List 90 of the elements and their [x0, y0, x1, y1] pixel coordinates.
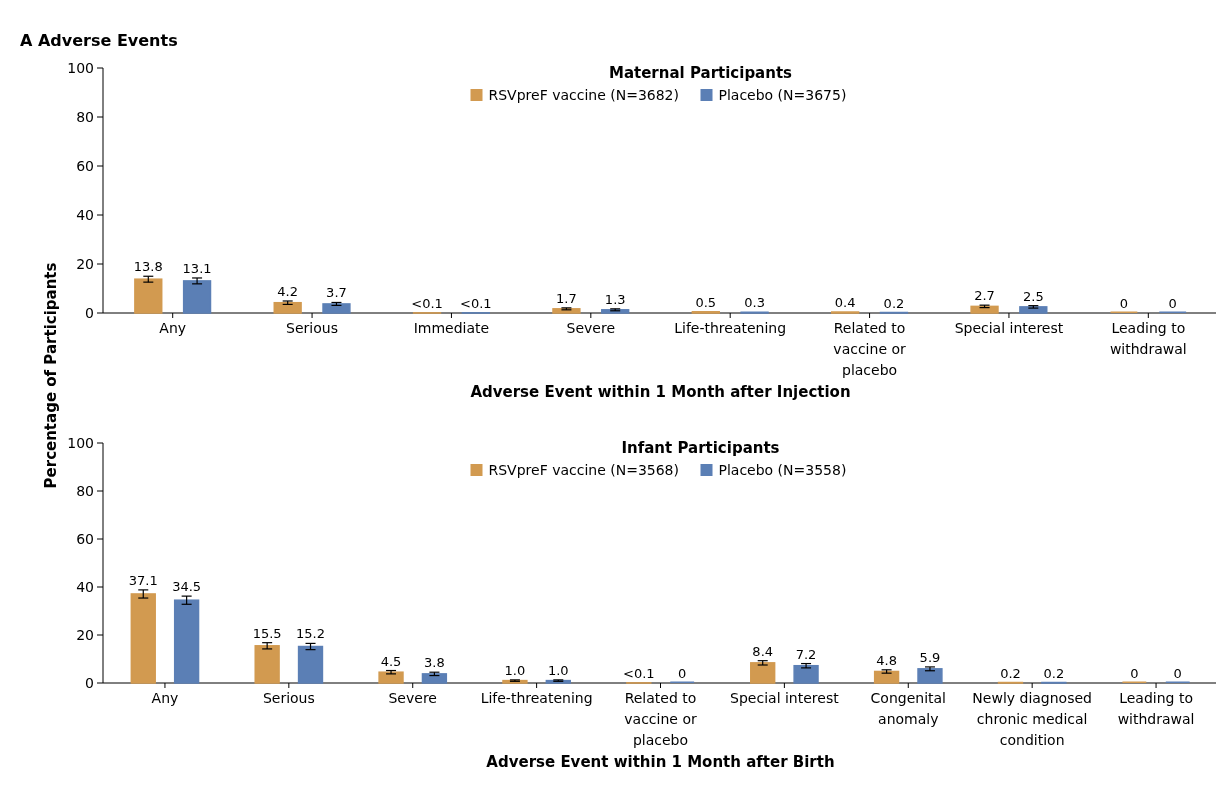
- bar: [254, 645, 280, 684]
- y-tick-label: 60: [76, 157, 94, 174]
- bar: [552, 308, 581, 314]
- legend-label: Placebo (N=3675): [718, 87, 847, 103]
- x-tick-label: Newly diagnosed chronic medical condition: [972, 690, 1092, 748]
- legend-label: RSVpreF vaccine (N=3682): [488, 87, 679, 103]
- data-label: 0.2: [1000, 665, 1021, 681]
- bar: [130, 593, 156, 684]
- bar: [601, 309, 630, 314]
- data-label: 0: [1119, 296, 1129, 311]
- data-label: 4.5: [380, 653, 402, 669]
- bar: [173, 599, 200, 684]
- data-label: 3.8: [424, 655, 445, 671]
- data-label: 37.1: [128, 572, 158, 588]
- data-label: 0.4: [834, 295, 856, 311]
- data-label: 15.5: [252, 625, 282, 641]
- x-tick-label: Related to vaccine or placebo: [624, 690, 697, 748]
- x-tick-label: Special interest: [954, 320, 1064, 336]
- data-label: 3.7: [326, 285, 347, 301]
- data-label: <0.1: [460, 295, 492, 311]
- bar: [322, 303, 351, 314]
- y-tick-label: 40: [76, 206, 94, 223]
- data-label: 4.2: [277, 283, 299, 299]
- data-label: 1.3: [604, 291, 626, 307]
- chart-title: Infant Participants: [621, 439, 780, 457]
- text: A Adverse Events: [20, 31, 178, 50]
- x-axis-title: Adverse Event within 1 Month after Birth: [486, 753, 835, 771]
- data-label: 0.3: [744, 295, 765, 311]
- data-label: 0: [1173, 666, 1182, 681]
- bar: [378, 671, 404, 684]
- legend-label: RSVpreF vaccine (N=3568): [488, 462, 679, 478]
- bar: [793, 664, 819, 684]
- x-tick-label: Any: [151, 690, 179, 706]
- x-tick-label: Severe: [388, 690, 437, 706]
- data-label: <0.1: [411, 295, 443, 311]
- chart-title: Maternal Participants: [608, 64, 793, 82]
- legend-label: Placebo (N=3558): [718, 462, 847, 478]
- data-label: 7.2: [795, 646, 817, 662]
- bar: [970, 305, 999, 314]
- data-label: 0: [1130, 666, 1139, 681]
- data-label: 2.5: [1022, 288, 1044, 304]
- data-label: 0: [678, 666, 687, 681]
- data-label: 13.8: [133, 259, 163, 275]
- bar: [917, 668, 943, 684]
- x-tick-label: Related to vaccine or placebo: [833, 320, 907, 378]
- data-label: 0.5: [695, 294, 717, 310]
- bar: [873, 670, 900, 684]
- y-tick-label: 20: [76, 626, 94, 643]
- y-axis-title: Percentage of Participants: [42, 262, 60, 489]
- y-tick-label: 80: [76, 482, 94, 499]
- bar: [297, 645, 324, 684]
- data-label: 4.8: [876, 652, 897, 668]
- y-tick-label: 60: [76, 530, 94, 547]
- x-tick-label: Leading to withdrawal: [1117, 690, 1195, 727]
- data-label: 34.5: [172, 579, 202, 595]
- x-tick-label: Immediate: [413, 320, 490, 336]
- x-tick-label: Any: [159, 320, 187, 336]
- x-tick-label: Leading to withdrawal: [1109, 320, 1187, 357]
- x-tick-label: Life-threatening: [480, 690, 593, 706]
- x-tick-label: Special interest: [730, 690, 840, 706]
- data-label: 15.2: [296, 626, 325, 642]
- y-tick-label: 20: [76, 255, 94, 272]
- bar: [182, 280, 212, 314]
- x-tick-label: Life-threatening: [674, 320, 787, 336]
- data-label: 1.0: [504, 662, 526, 678]
- data-label: 0: [1168, 296, 1177, 311]
- bar: [273, 301, 302, 314]
- y-tick-label: 0: [85, 674, 94, 691]
- y-tick-label: 100: [67, 434, 94, 451]
- x-tick-label: Congenital anomaly: [870, 690, 946, 727]
- data-label: <0.1: [623, 665, 655, 681]
- data-label: 13.1: [182, 260, 212, 276]
- y-tick-label: 100: [67, 59, 94, 76]
- y-tick-label: 40: [76, 578, 94, 595]
- data-label: 8.4: [752, 643, 774, 659]
- data-label: 0.2: [883, 295, 905, 311]
- x-tick-label: Serious: [286, 320, 339, 336]
- bar: [421, 673, 448, 684]
- x-tick-label: Serious: [262, 690, 315, 706]
- bar: [134, 278, 163, 314]
- y-tick-label: 80: [76, 108, 94, 125]
- data-label: 1.7: [556, 290, 577, 306]
- x-axis-title: Adverse Event within 1 Month after Injection: [470, 383, 851, 401]
- x-tick-label: Severe: [566, 320, 616, 336]
- data-label: 1.0: [547, 662, 569, 678]
- bar: [750, 662, 776, 684]
- data-label: 2.7: [974, 288, 995, 304]
- y-tick-label: 0: [85, 304, 94, 321]
- data-label: 5.9: [919, 649, 941, 665]
- data-label: 0.2: [1043, 665, 1065, 681]
